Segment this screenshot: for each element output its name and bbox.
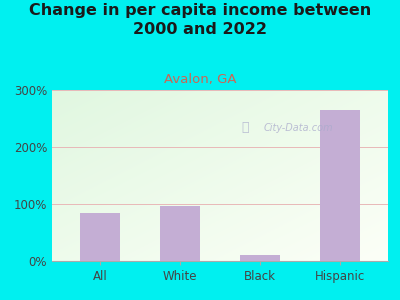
- Bar: [240, 255, 280, 261]
- Bar: [80, 212, 120, 261]
- Text: ⦾: ⦾: [242, 121, 249, 134]
- Text: Avalon, GA: Avalon, GA: [164, 74, 236, 86]
- Bar: [320, 110, 360, 261]
- Text: City-Data.com: City-Data.com: [264, 123, 333, 133]
- Text: Change in per capita income between
2000 and 2022: Change in per capita income between 2000…: [29, 3, 371, 37]
- Bar: [160, 206, 200, 261]
